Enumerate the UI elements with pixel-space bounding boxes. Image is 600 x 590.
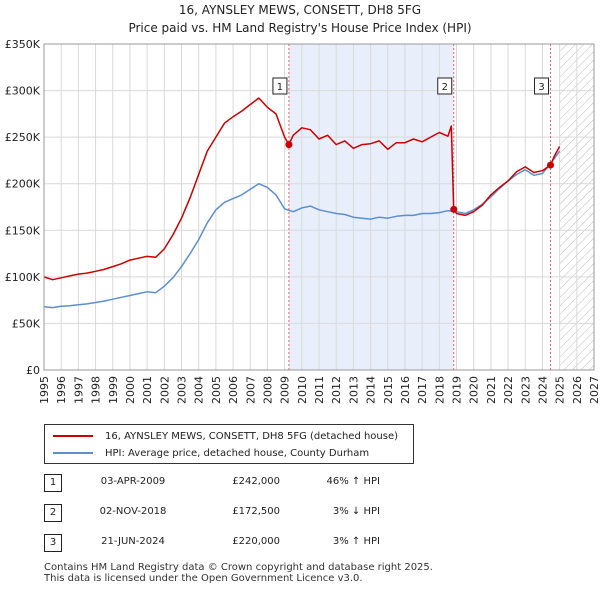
event-date: 03-APR-2009 xyxy=(100,476,166,487)
y-tick-label: £200K xyxy=(5,178,41,191)
x-tick-label: 2009 xyxy=(279,376,292,404)
x-tick-label: 2023 xyxy=(519,376,532,404)
legend-swatch-property xyxy=(53,435,93,437)
x-tick-label: 2013 xyxy=(347,376,360,404)
x-tick-label: 2005 xyxy=(210,376,223,404)
x-tick-label: 2017 xyxy=(416,376,429,404)
plot-frame xyxy=(43,43,595,371)
legend-label-hpi: HPI: Average price, detached house, Coun… xyxy=(105,447,370,459)
legend-label-property: 16, AYNSLEY MEWS, CONSETT, DH8 5FG (deta… xyxy=(105,430,399,442)
sale-point xyxy=(285,141,293,149)
price-chart: 16, AYNSLEY MEWS, CONSETT, DH8 5FG Price… xyxy=(5,3,600,404)
x-tick-label: 2002 xyxy=(158,376,171,404)
event-date: 02-NOV-2018 xyxy=(99,506,167,517)
x-tick-label: 2025 xyxy=(554,376,567,404)
event-price: £172,500 xyxy=(232,506,280,517)
y-tick-label: £50K xyxy=(12,317,41,330)
event-number-badge: 2 xyxy=(44,504,62,522)
event-date: 21-JUN-2024 xyxy=(101,536,165,547)
event-hpi-change: 3% ↑ HPI xyxy=(332,536,380,547)
x-tick-label: 2020 xyxy=(468,376,481,404)
x-tick-label: 2000 xyxy=(124,376,137,404)
x-tick-label: 2012 xyxy=(330,376,343,404)
event-hpi-change: 46% ↑ HPI xyxy=(326,476,380,487)
series-line-property xyxy=(43,97,561,281)
chart-subtitle: Price paid vs. HM Land Registry's House … xyxy=(128,21,471,35)
series-line-hpi xyxy=(43,150,561,309)
footer-attribution: Contains HM Land Registry data © Crown c… xyxy=(44,562,433,584)
event-marker-box xyxy=(437,77,453,95)
legend-item-hpi: HPI: Average price, detached house, Coun… xyxy=(53,445,369,461)
event-price: £220,000 xyxy=(232,536,280,547)
ownership-shading xyxy=(288,44,454,370)
y-tick-label: £300K xyxy=(5,85,41,98)
x-tick-label: 2027 xyxy=(588,376,600,404)
event-hpi-change: 3% ↓ HPI xyxy=(332,506,380,517)
x-tick-label: 2026 xyxy=(571,376,584,404)
x-tick-label: 2003 xyxy=(176,376,189,404)
legend-swatch-hpi xyxy=(53,452,93,454)
x-tick-label: 2011 xyxy=(313,376,326,404)
x-tick-label: 1995 xyxy=(38,376,51,404)
y-tick-label: £150K xyxy=(5,224,41,237)
x-tick-label: 2021 xyxy=(485,376,498,404)
x-tick-label: 1996 xyxy=(55,376,68,404)
event-number-badge: 3 xyxy=(44,534,62,552)
x-tick-label: 2006 xyxy=(227,376,240,404)
x-tick-label: 2018 xyxy=(433,376,446,404)
x-tick-label: 1998 xyxy=(90,376,103,404)
event-marker-label: 2 xyxy=(442,82,448,93)
x-tick-label: 2001 xyxy=(141,376,154,404)
footer-line-1: Contains HM Land Registry data © Crown c… xyxy=(44,562,433,573)
x-tick-label: 2004 xyxy=(193,376,206,404)
event-marker-label: 3 xyxy=(538,82,544,93)
x-tick-label: 1997 xyxy=(72,376,85,404)
event-marker-label: 1 xyxy=(277,82,283,93)
x-tick-label: 2022 xyxy=(502,376,515,404)
legend: 16, AYNSLEY MEWS, CONSETT, DH8 5FG (deta… xyxy=(44,424,414,464)
x-tick-label: 2016 xyxy=(399,376,412,404)
event-number-badge: 1 xyxy=(44,474,62,492)
footer-line-2: This data is licensed under the Open Gov… xyxy=(44,573,363,584)
y-tick-label: £100K xyxy=(5,271,41,284)
x-tick-label: 2008 xyxy=(261,376,274,404)
sale-point xyxy=(450,205,458,213)
x-tick-label: 2007 xyxy=(244,376,257,404)
chart-title: 16, AYNSLEY MEWS, CONSETT, DH8 5FG xyxy=(179,3,421,17)
sale-point xyxy=(547,161,555,169)
x-tick-label: 2014 xyxy=(365,376,378,404)
x-tick-label: 2015 xyxy=(382,376,395,404)
event-marker-box xyxy=(534,77,550,95)
y-tick-label: £0 xyxy=(26,364,40,377)
event-price: £242,000 xyxy=(232,476,280,487)
y-tick-label: £250K xyxy=(5,131,41,144)
legend-item-property: 16, AYNSLEY MEWS, CONSETT, DH8 5FG (deta… xyxy=(53,428,398,444)
x-tick-label: 2024 xyxy=(536,376,549,404)
x-tick-label: 2019 xyxy=(451,376,464,404)
x-tick-label: 2010 xyxy=(296,376,309,404)
y-tick-label: £350K xyxy=(5,38,41,51)
x-tick-label: 1999 xyxy=(107,376,120,404)
event-marker-box xyxy=(272,77,288,95)
